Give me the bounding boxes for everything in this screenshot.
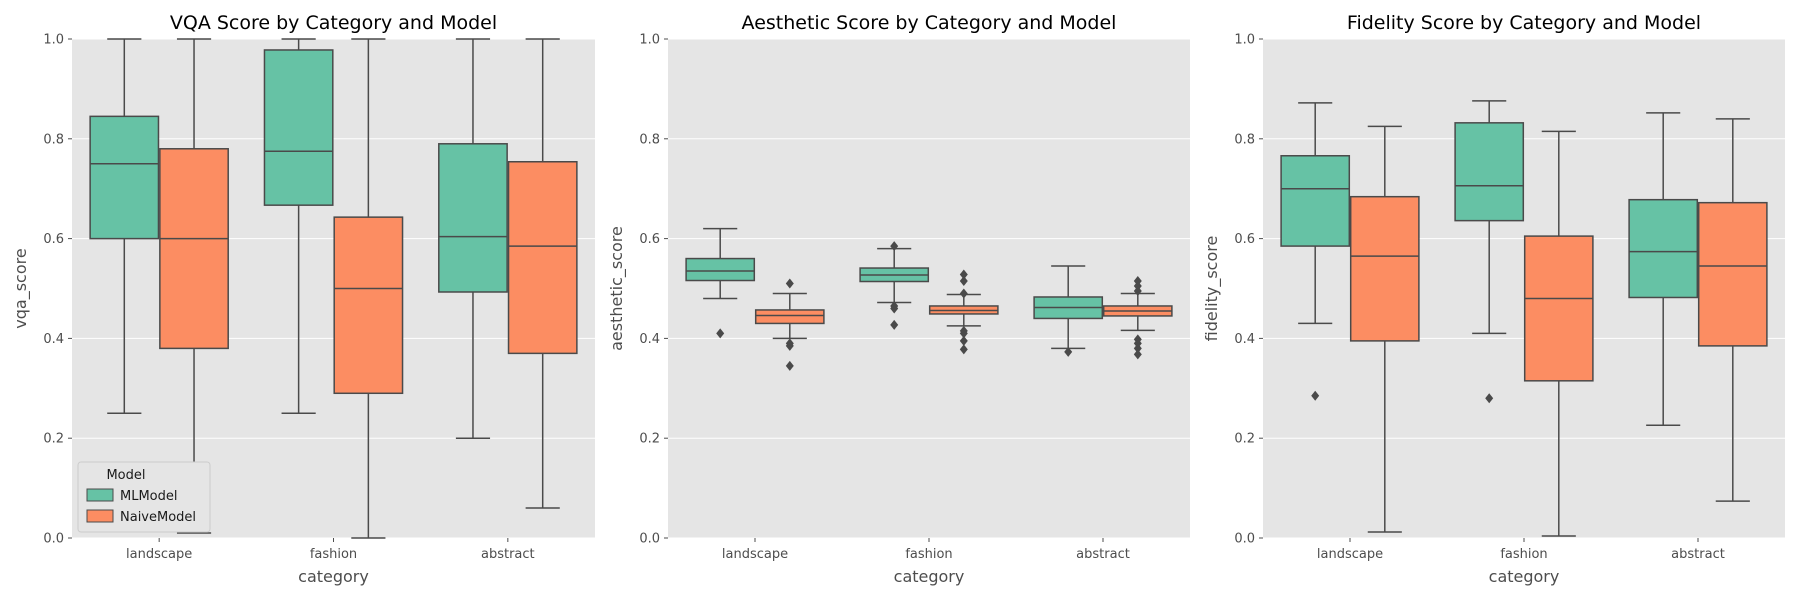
y-tick-label: 1.0 [1234,33,1255,48]
y-tick-label: 0.8 [43,132,64,147]
x-tick-label: abstract [481,547,535,562]
box-naivemodel-fashion [928,269,999,355]
outlier-point [959,344,968,355]
box-iqr [1349,195,1420,342]
box-mlmodel-landscape [89,38,160,414]
subplot-2: 0.0 0.2 0.4 0.6 0.8 1.0 landscape fashion abstra… [607,12,1190,586]
x-axis-label: category [1489,567,1560,586]
outlier-point [890,241,899,252]
subplot-3: 0.0 0.2 0.4 0.6 0.8 1.0 landscape fashion abstra… [1202,12,1785,586]
outlier-point [716,328,725,339]
x-tick-label: fashion [905,547,952,562]
box-mlmodel-fashion [859,241,930,330]
outlier-point [1133,334,1142,345]
box-iqr [1628,198,1699,299]
outlier-point [785,338,794,349]
outlier-point [959,269,968,280]
box-iqr [1280,155,1351,247]
box-iqr [89,115,160,240]
x-tick-label: landscape [722,547,788,562]
legend: Model MLModel NaiveModel [77,461,211,533]
y-tick-label: 0.2 [1234,432,1255,447]
box-naivemodel-landscape [1349,125,1420,533]
box-iqr [1454,122,1525,222]
outlier-point [959,288,968,299]
y-tick-label: 0.0 [639,532,660,547]
outlier-point [959,325,968,336]
box-iqr [754,309,825,325]
legend-swatch [86,488,114,502]
box-iqr [1697,201,1768,347]
y-tick-label: 0.0 [1234,532,1255,547]
outlier-point [890,300,899,311]
legend-label: NaiveModel [120,510,196,525]
y-tick-label: 0.8 [639,132,660,147]
y-axis-label: aesthetic_score [607,226,627,351]
y-tick-label: 0.6 [43,232,64,247]
y-axis-label: fidelity_score [1202,236,1222,342]
outlier-point [785,278,794,289]
box-mlmodel-fashion [1454,100,1525,404]
y-tick-label: 0.2 [639,432,660,447]
box-naivemodel-abstract [1102,276,1173,360]
outlier-point [1485,393,1494,404]
chart-title: Fidelity Score by Category and Model [1347,12,1701,34]
box-iqr [438,143,508,293]
chart-title: Aesthetic Score by Category and Model [742,12,1117,34]
legend-swatch [86,509,114,523]
box-mlmodel-abstract [438,38,508,439]
box-mlmodel-abstract [1628,112,1699,426]
box-iqr [685,257,756,282]
outlier-point [1133,276,1142,287]
y-axis-label: vqa_score [11,248,31,328]
legend-title: Model [106,468,145,483]
x-tick-label: landscape [126,547,192,562]
box-mlmodel-fashion [263,38,334,414]
outlier-point [1064,346,1073,357]
y-tick-label: 0.4 [639,332,660,347]
x-tick-label: fashion [1500,547,1547,562]
x-axis-label: category [894,567,965,586]
box-iqr [333,216,404,395]
chart-title: VQA Score by Category and Model [170,12,497,34]
y-tick-label: 0.4 [1234,332,1255,347]
box-naivemodel-landscape [754,278,825,371]
box-naivemodel-abstract [1697,118,1768,502]
legend-label: MLModel [120,489,178,504]
outlier-point [959,335,968,346]
x-tick-label: landscape [1317,547,1383,562]
x-tick-label: fashion [310,547,357,562]
outlier-point [890,319,899,330]
box-naivemodel-fashion [333,38,404,539]
x-tick-label: abstract [1076,547,1130,562]
box-iqr [507,161,578,355]
y-tick-label: 0.4 [43,332,64,347]
box-iqr [159,148,229,350]
x-tick-label: abstract [1671,547,1725,562]
y-tick-label: 0.8 [1234,132,1255,147]
subplot-1: 0.0 0.2 0.4 0.6 0.8 1.0 landscape fashion abstra… [11,12,595,586]
y-tick-label: 1.0 [639,33,660,48]
y-tick-label: 0.6 [639,232,660,247]
y-tick-label: 0.2 [43,432,64,447]
y-tick-label: 1.0 [43,33,64,48]
y-tick-label: 0.0 [43,532,64,547]
outlier-point [785,360,794,371]
outlier-point [1311,390,1320,401]
box-mlmodel-landscape [1280,102,1351,401]
plot-area [668,39,1190,538]
y-tick-label: 0.6 [1234,232,1255,247]
outlier-point [1133,349,1142,360]
box-iqr [1523,235,1594,382]
outlier-point [959,276,968,287]
box-mlmodel-landscape [685,227,756,339]
x-axis-label: category [298,567,369,586]
box-mlmodel-abstract [1033,265,1104,357]
box-naivemodel-fashion [1523,130,1594,537]
box-iqr [263,49,334,206]
box-naivemodel-abstract [507,38,578,509]
